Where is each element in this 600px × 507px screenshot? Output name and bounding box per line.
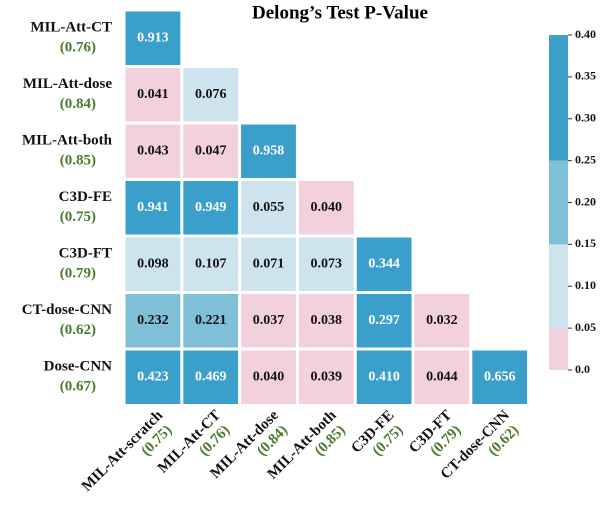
cell-label: 0.040 — [253, 369, 285, 384]
cell-label: 0.423 — [137, 369, 169, 384]
cell-label: 0.469 — [195, 369, 227, 384]
cell — [298, 350, 354, 404]
cell-label: 0.044 — [426, 369, 458, 384]
cell-label: 0.032 — [426, 313, 458, 328]
cell-label: 0.344 — [368, 256, 400, 271]
cell — [125, 350, 181, 404]
colorbar-tick-label: 0.20 — [575, 194, 596, 208]
cell-label: 0.039 — [311, 369, 343, 384]
row-auc: (0.62) — [60, 322, 96, 338]
cell — [183, 181, 239, 235]
cell-label: 0.297 — [368, 313, 400, 328]
cell-label: 0.073 — [311, 256, 343, 271]
cell-label: 0.041 — [137, 87, 169, 102]
colorbar-segment — [549, 328, 568, 370]
row-auc: (0.85) — [60, 153, 96, 169]
row-auc: (0.75) — [60, 209, 96, 225]
column-label-group: C3D-FE(0.75) — [348, 407, 406, 459]
cell-label: 0.043 — [137, 143, 169, 158]
cell — [414, 294, 470, 348]
cell — [241, 124, 296, 178]
row-label: MIL-Att-both — [22, 133, 113, 149]
row-label: C3D-FT — [59, 246, 112, 262]
colorbar-segment — [549, 244, 568, 329]
cell — [125, 124, 181, 178]
row-auc: (0.67) — [60, 379, 96, 395]
colorbar-tick-label: 0.0 — [575, 362, 590, 376]
cell-label: 0.958 — [253, 143, 285, 158]
cell-label: 0.410 — [368, 369, 400, 384]
row-label: C3D-FE — [59, 189, 112, 205]
colorbar-tick-label: 0.25 — [575, 152, 596, 166]
cell-label: 0.221 — [195, 313, 227, 328]
cell — [241, 350, 296, 404]
cell — [241, 294, 296, 348]
cell-label: 0.107 — [195, 256, 227, 271]
cell — [125, 237, 181, 291]
cell-label: 0.949 — [195, 200, 227, 215]
cell-label: 0.098 — [137, 256, 169, 271]
colorbar-tick-label: 0.30 — [575, 111, 596, 125]
cell-label: 0.913 — [137, 30, 169, 45]
cell-label: 0.071 — [253, 256, 285, 271]
cell — [298, 237, 354, 291]
cell — [183, 68, 239, 122]
colorbar-tick-label: 0.05 — [575, 320, 596, 334]
cell-label: 0.047 — [195, 143, 227, 158]
cell — [356, 350, 412, 404]
row-auc: (0.76) — [60, 40, 96, 56]
row-auc: (0.84) — [60, 96, 96, 112]
cell-label: 0.037 — [253, 313, 285, 328]
cell-label: 0.076 — [195, 87, 227, 102]
colorbar-tick-label: 0.40 — [575, 27, 596, 41]
cell — [241, 237, 296, 291]
cell-label: 0.038 — [311, 313, 343, 328]
row-label: CT-dose-CNN — [22, 302, 112, 318]
colorbar-tick-label: 0.35 — [575, 69, 596, 83]
cell — [183, 124, 239, 178]
row-label: MIL-Att-dose — [23, 76, 112, 92]
colorbar-segment — [549, 160, 568, 245]
row-label: Dose-CNN — [44, 359, 112, 375]
cell — [356, 294, 412, 348]
cell — [125, 11, 181, 65]
colorbar-segment — [549, 35, 568, 161]
colorbar-tick-label: 0.10 — [575, 278, 596, 292]
cell — [298, 181, 354, 235]
cell — [183, 237, 239, 291]
cell — [298, 294, 354, 348]
row-auc: (0.79) — [60, 266, 96, 282]
cell-label: 0.040 — [311, 200, 343, 215]
cell — [356, 237, 412, 291]
cell-label: 0.232 — [137, 313, 169, 328]
colorbar-tick-label: 0.15 — [575, 236, 596, 250]
cell — [241, 181, 296, 235]
cell — [183, 350, 239, 404]
cell — [183, 294, 239, 348]
cell — [125, 68, 181, 122]
row-label: MIL-Att-CT — [30, 20, 112, 36]
chart-title: Delong’s Test P-Value — [252, 2, 428, 23]
cell — [414, 350, 470, 404]
cell-label: 0.055 — [253, 200, 285, 215]
cell-label: 0.941 — [137, 200, 169, 215]
cell — [125, 294, 181, 348]
cell-label: 0.656 — [484, 369, 516, 384]
cell — [125, 181, 181, 235]
cell — [472, 350, 528, 404]
